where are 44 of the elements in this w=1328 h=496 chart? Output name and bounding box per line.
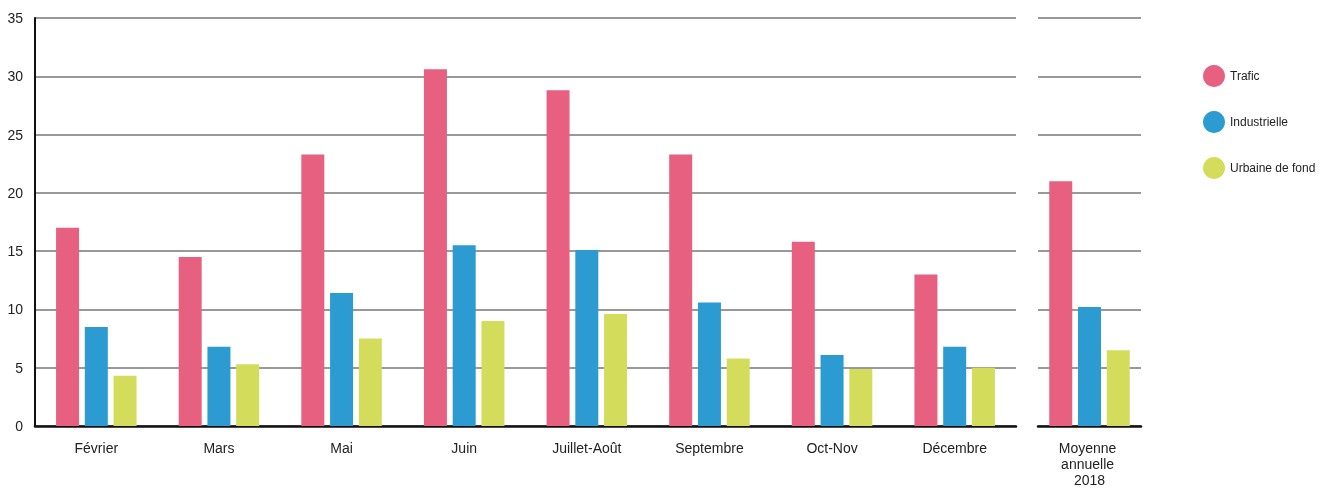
legend-label: Urbaine de fond xyxy=(1230,161,1316,175)
y-tick-label: 20 xyxy=(7,184,24,201)
bar xyxy=(546,90,570,426)
x-tick-label: Mai xyxy=(330,440,353,456)
y-tick-label: 30 xyxy=(7,68,24,85)
bar xyxy=(207,346,231,426)
bar xyxy=(56,227,80,426)
bar xyxy=(697,302,721,426)
bar xyxy=(330,293,354,426)
bar xyxy=(423,69,447,426)
bar xyxy=(481,321,505,426)
y-tick-label: 10 xyxy=(7,301,24,318)
bar xyxy=(914,274,938,426)
x-tick-label: Décembre xyxy=(922,440,988,456)
bar xyxy=(943,346,967,426)
bar xyxy=(791,241,815,426)
bar xyxy=(669,154,693,426)
bar xyxy=(726,358,750,426)
x-tick-label: Moyenne annuelle 2018 xyxy=(1058,440,1121,488)
bar xyxy=(358,338,382,426)
bar xyxy=(820,354,844,426)
bar xyxy=(604,314,628,426)
x-tick-label: Juillet-Août xyxy=(552,440,622,456)
bar xyxy=(113,375,137,426)
y-tick-label: 15 xyxy=(7,243,24,260)
x-tick-label: Février xyxy=(74,440,119,456)
x-tick-label: Septembre xyxy=(675,440,744,456)
bar xyxy=(178,256,202,426)
y-tick-label: 5 xyxy=(15,359,24,376)
legend-label: Trafic xyxy=(1230,69,1260,83)
bar xyxy=(84,326,108,426)
bar xyxy=(971,367,995,426)
x-tick-label: Juin xyxy=(451,440,478,456)
y-tick-label: 0 xyxy=(15,418,24,434)
bar xyxy=(452,245,476,426)
x-tick-label: Oct-Nov xyxy=(806,440,858,456)
y-tick-label: 25 xyxy=(7,126,24,143)
bar xyxy=(575,249,599,426)
legend-label: Industrielle xyxy=(1230,115,1289,129)
bar xyxy=(301,154,325,426)
y-tick-label: 35 xyxy=(7,10,24,26)
x-tick-label: Mars xyxy=(203,440,235,456)
bar xyxy=(236,364,260,426)
bar xyxy=(849,368,873,426)
